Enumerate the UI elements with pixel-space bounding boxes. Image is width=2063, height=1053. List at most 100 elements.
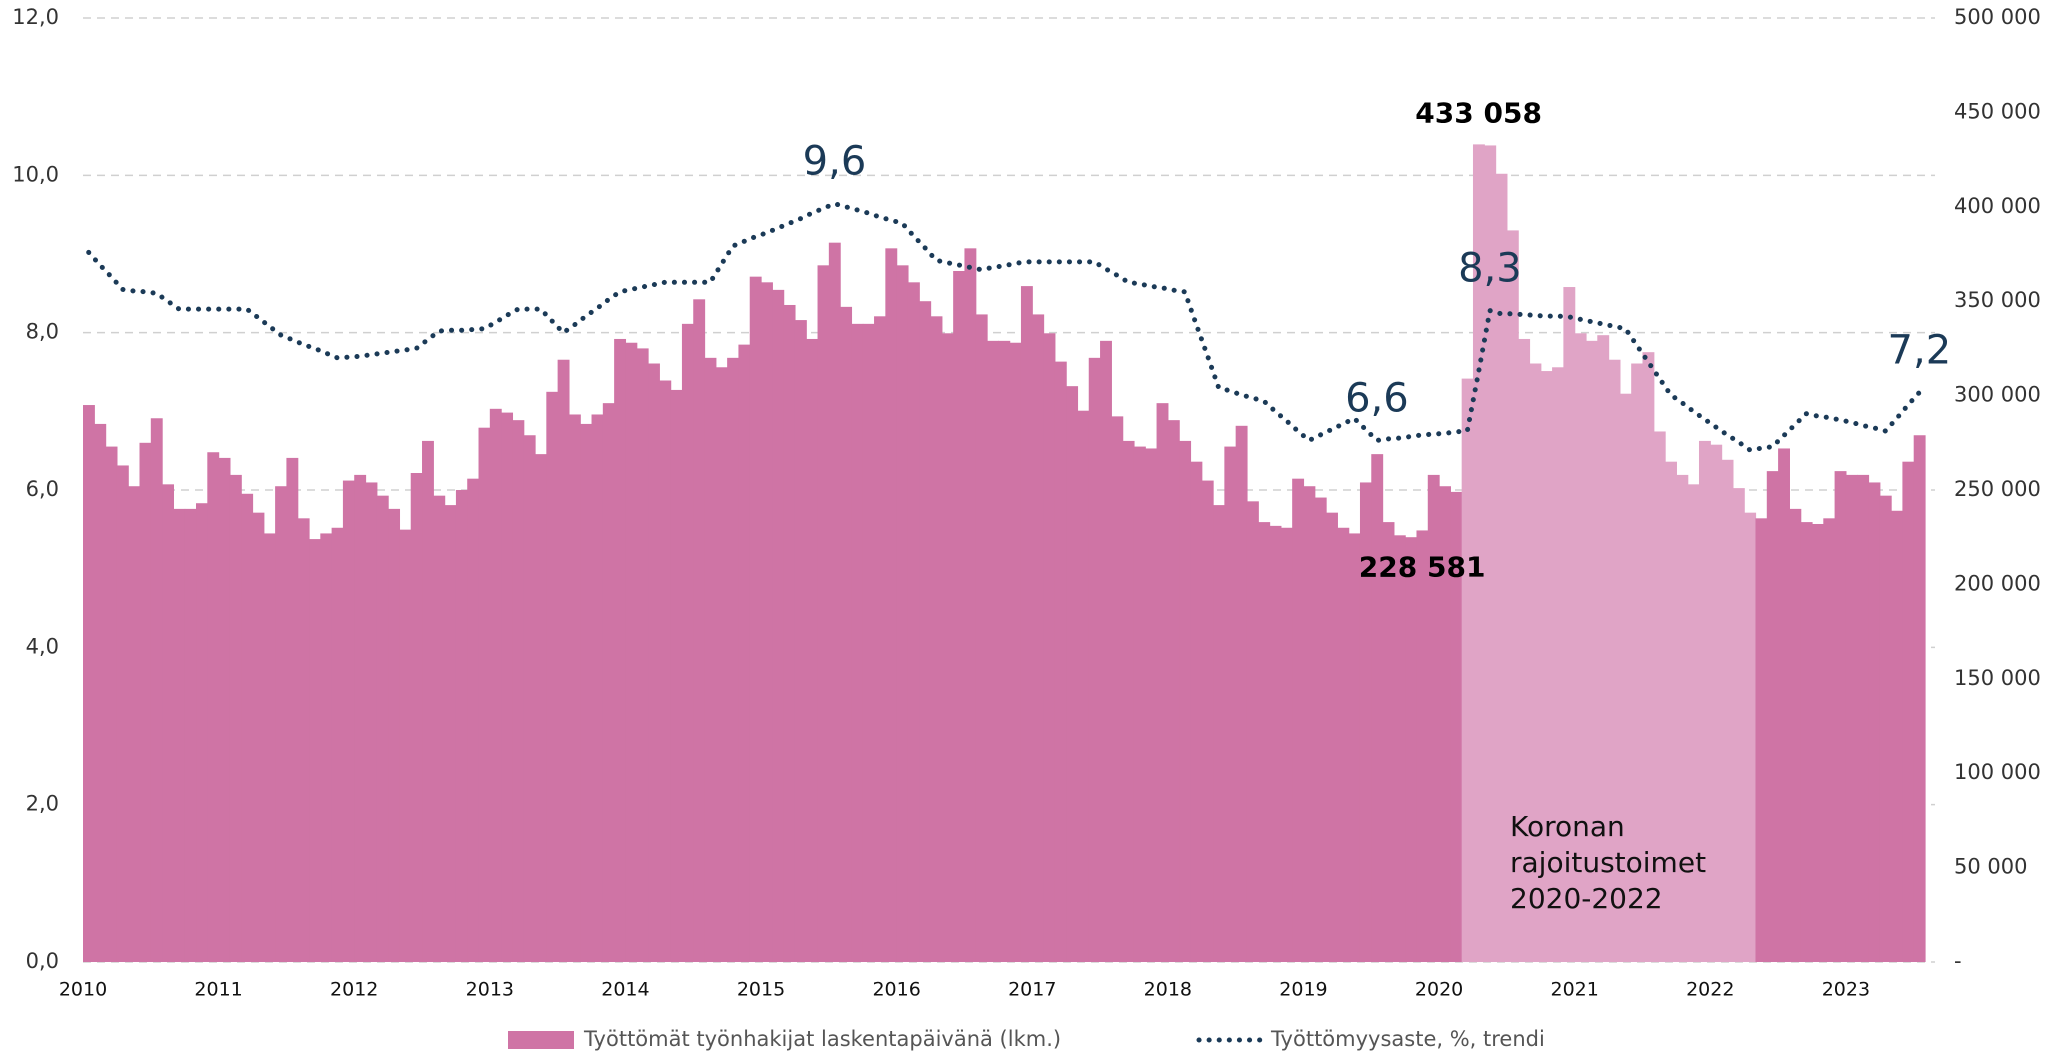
bar (150, 418, 163, 963)
bar (1133, 446, 1146, 962)
bar (139, 442, 152, 962)
bar (1608, 359, 1621, 962)
bar (1100, 340, 1112, 962)
bar (376, 495, 389, 962)
bar (987, 340, 999, 962)
bar (1552, 367, 1564, 962)
bar (286, 457, 299, 962)
bar (1529, 363, 1542, 962)
bar (1111, 416, 1124, 962)
bar (896, 265, 909, 962)
bar (1077, 410, 1090, 963)
bar (162, 484, 175, 962)
bar (1427, 474, 1440, 962)
y2-tick-label: - (1954, 949, 1962, 973)
x-tick-label: 2023 (1822, 979, 1870, 1001)
bar (365, 482, 378, 962)
annotation: Koronan (1510, 810, 1625, 843)
bar (1518, 338, 1531, 963)
bar (94, 423, 107, 962)
bar (1506, 230, 1519, 962)
bar (602, 403, 615, 963)
x-tick-label: 2014 (601, 979, 649, 1001)
y-tick-label: 12,0 (12, 5, 59, 29)
y2-tick-label: 150 000 (1954, 666, 2041, 690)
bar (1020, 286, 1033, 962)
bar-value-label: 228 581 (1359, 550, 1486, 583)
y2-tick-label: 100 000 (1954, 760, 2041, 784)
x-tick-label: 2018 (1144, 979, 1192, 1001)
bar (636, 348, 649, 962)
bar (489, 408, 502, 962)
y-tick-label: 0,0 (26, 949, 59, 973)
bar (1732, 488, 1745, 962)
bar (331, 527, 344, 962)
bar (794, 320, 807, 963)
bar (648, 363, 660, 962)
bar (840, 306, 853, 962)
y2-tick-label: 250 000 (1954, 477, 2041, 501)
bar (218, 457, 231, 962)
bar (455, 490, 468, 962)
bar (433, 495, 446, 962)
bar (1190, 461, 1203, 962)
bar (817, 265, 830, 962)
y2-tick-label: 500 000 (1954, 5, 2041, 29)
y-tick-label: 8,0 (26, 320, 59, 344)
y2-tick-label: 50 000 (1954, 855, 2027, 879)
bar (1156, 403, 1169, 963)
bar (297, 518, 310, 962)
bar (806, 338, 819, 963)
bar (964, 248, 977, 962)
bar (704, 357, 717, 963)
bar (1676, 474, 1689, 962)
x-tick-label: 2022 (1686, 979, 1734, 1001)
bar (535, 454, 547, 962)
x-tick-label: 2013 (466, 979, 514, 1001)
bar (975, 314, 988, 962)
bar (1461, 378, 1474, 962)
bar (1393, 535, 1406, 962)
bar (1201, 480, 1214, 962)
bar (320, 533, 333, 962)
bar (1066, 386, 1079, 962)
bar (1382, 522, 1395, 962)
bar (444, 505, 457, 962)
bar (1710, 444, 1723, 962)
bar (693, 299, 706, 962)
bar (749, 276, 762, 962)
bar (1721, 459, 1734, 962)
x-tick-label: 2010 (59, 979, 107, 1001)
bar (998, 340, 1011, 962)
bar (738, 344, 751, 962)
bar (1574, 333, 1587, 962)
bar (1303, 486, 1316, 962)
x-tick-label: 2021 (1551, 979, 1599, 1001)
bar (1778, 448, 1790, 962)
bar (670, 389, 683, 962)
x-tick-label: 2019 (1279, 979, 1327, 1001)
bar (1687, 484, 1700, 962)
bar (1755, 518, 1768, 962)
bar (512, 420, 525, 962)
bar (1597, 335, 1610, 963)
y2-tick-label: 300 000 (1954, 383, 2041, 407)
bar (263, 533, 276, 962)
line-value-label: 9,6 (803, 139, 867, 185)
bar (1246, 501, 1259, 962)
bar (874, 316, 886, 963)
bar (1472, 144, 1485, 963)
bar (173, 508, 186, 962)
bar (1744, 512, 1757, 962)
bar (1789, 508, 1802, 962)
bar (399, 529, 412, 962)
bar (83, 405, 95, 962)
bar (1326, 512, 1338, 962)
bar (1495, 173, 1508, 962)
bar (1179, 440, 1192, 962)
bar (1416, 530, 1429, 962)
y-tick-label: 10,0 (12, 162, 59, 186)
bar (1642, 352, 1655, 962)
x-tick-label: 2012 (330, 979, 378, 1001)
